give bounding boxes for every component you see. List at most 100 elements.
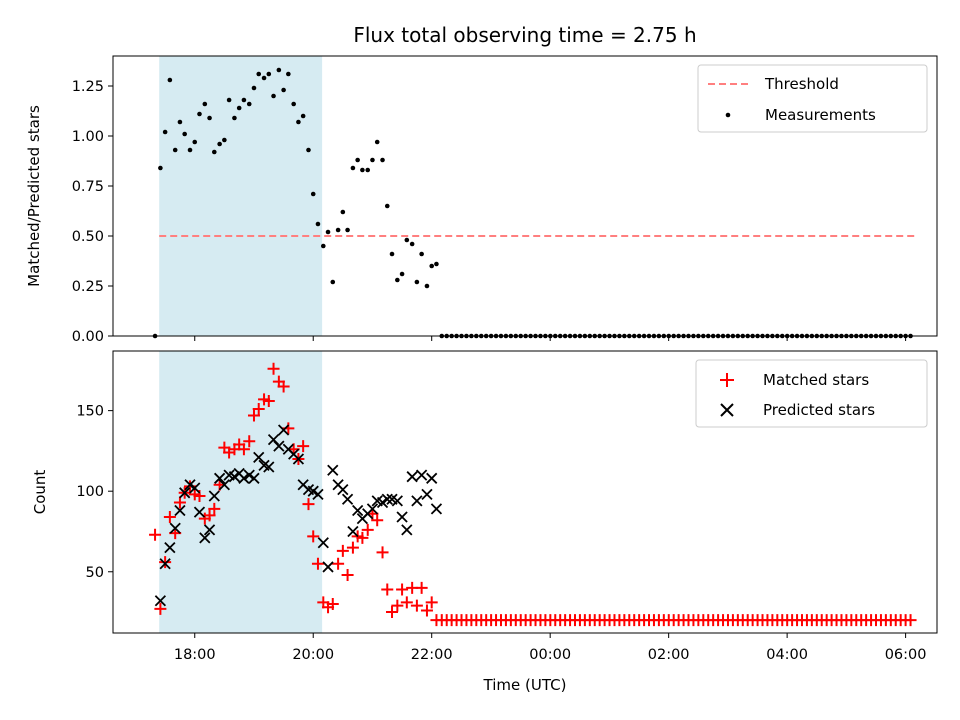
measurement-point xyxy=(330,279,336,285)
measurement-point xyxy=(232,115,237,121)
predicted-star-point xyxy=(401,524,413,536)
measurement-point xyxy=(325,229,331,235)
predicted-star-point xyxy=(337,483,349,496)
top-y-tick-label: 0.00 xyxy=(72,329,104,345)
predicted-star-point xyxy=(208,490,220,502)
x-tick-label: 02:00 xyxy=(648,647,690,663)
matched-star-point xyxy=(420,604,433,617)
matched-star-point xyxy=(252,403,265,416)
predicted-star-point xyxy=(154,595,167,607)
measurement-point xyxy=(211,149,217,155)
threshold-legend-label: Threshold xyxy=(764,75,839,93)
predicted-star-point xyxy=(352,504,364,517)
chart-title: Flux total observing time = 2.75 h xyxy=(353,23,696,47)
top-legend: Threshold Measurements xyxy=(697,64,928,133)
bottom-panel: 50 100 150 18:00 20:00 22:00 00:00 02:00 04:00 0… xyxy=(31,350,938,694)
measurement-point xyxy=(291,101,296,107)
matched-star-point xyxy=(391,599,404,612)
predicted-star-point xyxy=(411,495,423,507)
matched-legend-label: Matched stars xyxy=(763,371,869,389)
measurement-point xyxy=(345,227,350,233)
matched-star-point xyxy=(336,544,349,557)
measurement-point xyxy=(374,139,380,145)
predicted-star-point xyxy=(193,506,206,518)
matched-star-point xyxy=(381,583,394,596)
top-y-tick-label: 1.00 xyxy=(72,129,104,145)
matched-star-point xyxy=(173,496,186,509)
measurement-point xyxy=(365,167,371,173)
measurement-point xyxy=(207,115,212,121)
predicted-star-point xyxy=(406,471,418,483)
measurement-point xyxy=(409,241,415,247)
matched-star-point xyxy=(356,531,369,544)
matched-star-point xyxy=(247,409,260,422)
measurement-point xyxy=(296,119,301,125)
measurement-point xyxy=(395,277,400,283)
bottom-y-tick-label: 50 xyxy=(86,565,104,581)
measurement-point xyxy=(340,209,346,215)
matched-star-point xyxy=(346,541,359,554)
x-tick-label: 22:00 xyxy=(411,647,453,663)
measurement-point xyxy=(404,237,410,243)
predicted-star-point xyxy=(322,561,334,573)
measurement-point xyxy=(281,87,286,93)
measurements-legend-marker xyxy=(725,112,731,118)
measurement-point xyxy=(286,71,291,77)
matched-star-point xyxy=(400,596,413,609)
measurement-point xyxy=(389,251,395,257)
predicted-star-point xyxy=(159,558,171,570)
matched-star-point xyxy=(203,509,216,522)
matched-star-point xyxy=(415,581,428,594)
measurement-point xyxy=(310,191,316,197)
measurement-point xyxy=(158,165,163,171)
matched-star-point xyxy=(311,557,324,570)
x-axis-label: Time (UTC) xyxy=(483,676,567,694)
predicted-legend-marker xyxy=(720,403,734,417)
matched-star-point xyxy=(326,597,339,610)
measurement-point xyxy=(192,139,198,145)
matched-star-point xyxy=(302,498,315,511)
predicted-star-point xyxy=(238,472,250,484)
predicted-star-point xyxy=(179,487,191,499)
matched-star-point xyxy=(371,514,384,527)
predicted-star-point xyxy=(218,479,231,491)
predicted-star-point xyxy=(164,541,176,554)
top-shaded-interval xyxy=(159,56,323,336)
top-y-tick-label: 0.50 xyxy=(72,229,104,245)
matched-star-point xyxy=(237,443,250,456)
top-legend-box xyxy=(697,64,928,133)
bottom-legend: Matched stars Predicted stars xyxy=(695,359,928,428)
measurement-point xyxy=(256,71,262,77)
measurement-point xyxy=(187,147,193,153)
measurement-point xyxy=(370,157,375,163)
predicted-star-point xyxy=(366,503,379,515)
predicted-star-point xyxy=(273,440,285,452)
measurement-point xyxy=(350,165,356,171)
measurement-point xyxy=(320,243,326,249)
bottom-y-axis-label: Count xyxy=(31,470,49,515)
predicted-legend-label: Predicted stars xyxy=(763,401,875,419)
matched-star-point xyxy=(208,502,221,515)
measurement-point xyxy=(355,157,360,163)
predicted-star-point xyxy=(396,511,408,523)
x-tick-label: 18:00 xyxy=(174,647,216,663)
predicted-star-point xyxy=(430,503,443,515)
predicted-star-point xyxy=(312,488,324,501)
measurement-point xyxy=(306,147,311,153)
predicted-star-point xyxy=(253,451,265,463)
predicted-star-point xyxy=(421,488,433,501)
matched-star-point xyxy=(904,614,917,627)
predicted-star-point xyxy=(381,493,393,505)
matched-star-point xyxy=(341,568,354,581)
top-panel: 0.00 0.25 0.50 0.75 1.00 1.25 Matched/Predict… xyxy=(25,55,938,345)
measurement-point xyxy=(335,227,341,233)
matched-star-point xyxy=(425,596,438,609)
matched-star-point xyxy=(243,435,256,448)
measurement-point xyxy=(197,111,202,117)
measurement-point xyxy=(251,85,257,91)
measurement-point xyxy=(360,167,365,173)
measurement-point xyxy=(414,279,420,285)
top-x-ticks xyxy=(194,336,907,341)
top-y-axis-label: Matched/Predicted stars xyxy=(25,105,43,287)
predicted-star-point xyxy=(174,504,186,517)
